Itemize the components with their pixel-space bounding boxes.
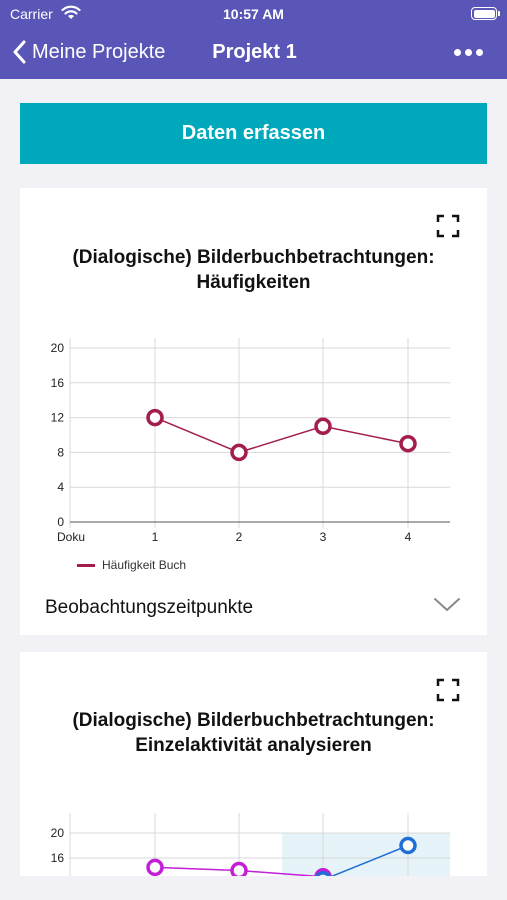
chart-card-frequencies: (Dialogische) Bilderbuchbetrachtungen: H… bbox=[20, 188, 487, 635]
status-time: 10:57 AM bbox=[223, 6, 284, 22]
chart-title: (Dialogische) Bilderbuchbetrachtungen: E… bbox=[20, 708, 487, 758]
back-button[interactable]: Meine Projekte bbox=[12, 37, 165, 67]
data-point bbox=[399, 434, 417, 453]
y-tick-label: 4 bbox=[57, 480, 64, 494]
status-bar: Carrier 10:57 AM bbox=[0, 0, 507, 28]
data-point bbox=[230, 443, 248, 462]
y-tick-label: 20 bbox=[51, 341, 65, 355]
y-tick-label: 16 bbox=[51, 851, 65, 865]
chart-title: (Dialogische) Bilderbuchbetrachtungen: H… bbox=[20, 245, 487, 295]
data-point bbox=[314, 417, 332, 436]
carrier-label: Carrier bbox=[10, 6, 53, 22]
data-point bbox=[399, 836, 417, 855]
series-line bbox=[330, 844, 409, 876]
x-tick-label: 4 bbox=[405, 530, 412, 544]
app-header: Carrier 10:57 AM Meine Projekte Projekt … bbox=[0, 0, 507, 79]
chart-title-line-1: (Dialogische) Bilderbuchbetrachtungen: bbox=[72, 710, 435, 731]
highlight-region bbox=[282, 833, 450, 876]
page-title: Projekt 1 bbox=[212, 41, 297, 63]
chart-title-line-1: (Dialogische) Bilderbuchbetrachtungen: bbox=[72, 247, 435, 268]
observation-times-accordion[interactable]: Beobachtungszeitpunkte bbox=[20, 583, 487, 629]
data-point bbox=[315, 871, 331, 876]
back-button-label: Meine Projekte bbox=[32, 40, 166, 63]
legend-swatch bbox=[77, 563, 95, 567]
battery-icon bbox=[471, 7, 500, 20]
capture-data-button[interactable]: Daten erfassen bbox=[20, 103, 487, 164]
chevron-left-icon bbox=[13, 40, 26, 64]
data-point bbox=[146, 858, 164, 876]
accordion-label: Beobachtungszeitpunkte bbox=[45, 597, 254, 618]
y-tick-label: 20 bbox=[51, 826, 65, 840]
data-point bbox=[146, 408, 164, 427]
series-line bbox=[154, 416, 409, 454]
x-tick-label: 1 bbox=[152, 530, 159, 544]
more-dot-icon bbox=[465, 49, 472, 56]
more-dot-icon bbox=[476, 49, 483, 56]
fullscreen-icon[interactable] bbox=[436, 214, 460, 238]
x-tick-label: 3 bbox=[320, 530, 327, 544]
chart-title-line-2: Häufigkeiten bbox=[196, 272, 311, 293]
x-tick-label: 2 bbox=[236, 530, 243, 544]
y-tick-label: 8 bbox=[57, 445, 64, 459]
chevron-down-icon bbox=[434, 598, 460, 611]
legend-label: Häufigkeit Buch bbox=[102, 558, 187, 572]
data-point bbox=[230, 861, 248, 876]
chart-title-line-2: Einzelaktivität analysieren bbox=[135, 735, 372, 756]
y-tick-label: 12 bbox=[51, 411, 65, 425]
more-options-button[interactable] bbox=[454, 49, 483, 56]
y-tick-label: 16 bbox=[51, 376, 65, 390]
chart-card-single-activity: (Dialogische) Bilderbuchbetrachtungen: E… bbox=[20, 652, 487, 876]
fullscreen-icon[interactable] bbox=[436, 678, 460, 702]
chart-legend: Häufigkeit Buch bbox=[77, 558, 186, 572]
wifi-icon bbox=[61, 5, 81, 19]
navigation-bar: Meine Projekte Projekt 1 bbox=[0, 30, 507, 74]
x-tick-label: Doku bbox=[57, 530, 85, 544]
more-dot-icon bbox=[454, 49, 461, 56]
y-tick-label: 0 bbox=[57, 515, 64, 529]
